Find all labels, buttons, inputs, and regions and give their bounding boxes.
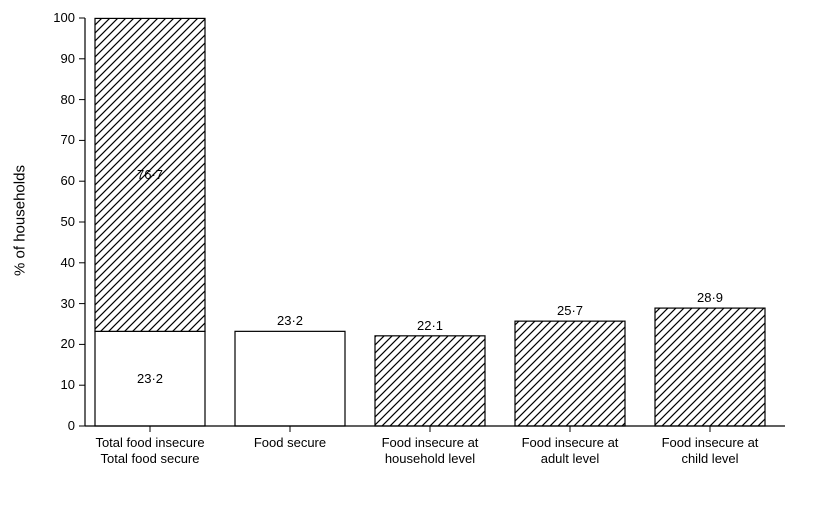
x-tick-label: Food secure [220,435,360,451]
x-tick-label: Food insecure atchild level [640,435,780,466]
y-tick-label: 40 [45,255,75,270]
y-tick-label: 30 [45,296,75,311]
x-tick-label: Food insecure athousehold level [360,435,500,466]
y-tick-label: 70 [45,132,75,147]
bar-value-label: 25·7 [545,303,595,318]
bar-segment [515,321,625,426]
bar-segment [375,336,485,426]
chart-container: 23·2 76·7 Total food insecureTotal food se… [0,0,816,510]
y-tick-label: 100 [45,10,75,25]
bar-value-label: 76·7 [125,167,175,182]
bar-value-label: 23·2 [125,371,175,386]
bar-value-label: 22·1 [405,318,455,333]
y-tick-label: 60 [45,173,75,188]
y-tick-label: 20 [45,336,75,351]
y-tick-label: 0 [45,418,75,433]
y-tick-label: 10 [45,377,75,392]
chart-svg [0,0,816,510]
y-tick-label: 50 [45,214,75,229]
x-tick-label: Food insecure atadult level [500,435,640,466]
x-tick-label: Total food insecureTotal food secure [80,435,220,466]
y-tick-label: 90 [45,51,75,66]
bar-value-label: 28·9 [685,290,735,305]
bar-segment [235,331,345,426]
bar-segment [655,308,765,426]
y-tick-label: 80 [45,92,75,107]
y-axis-label: % of households [12,121,29,321]
bar-value-label: 23·2 [265,313,315,328]
